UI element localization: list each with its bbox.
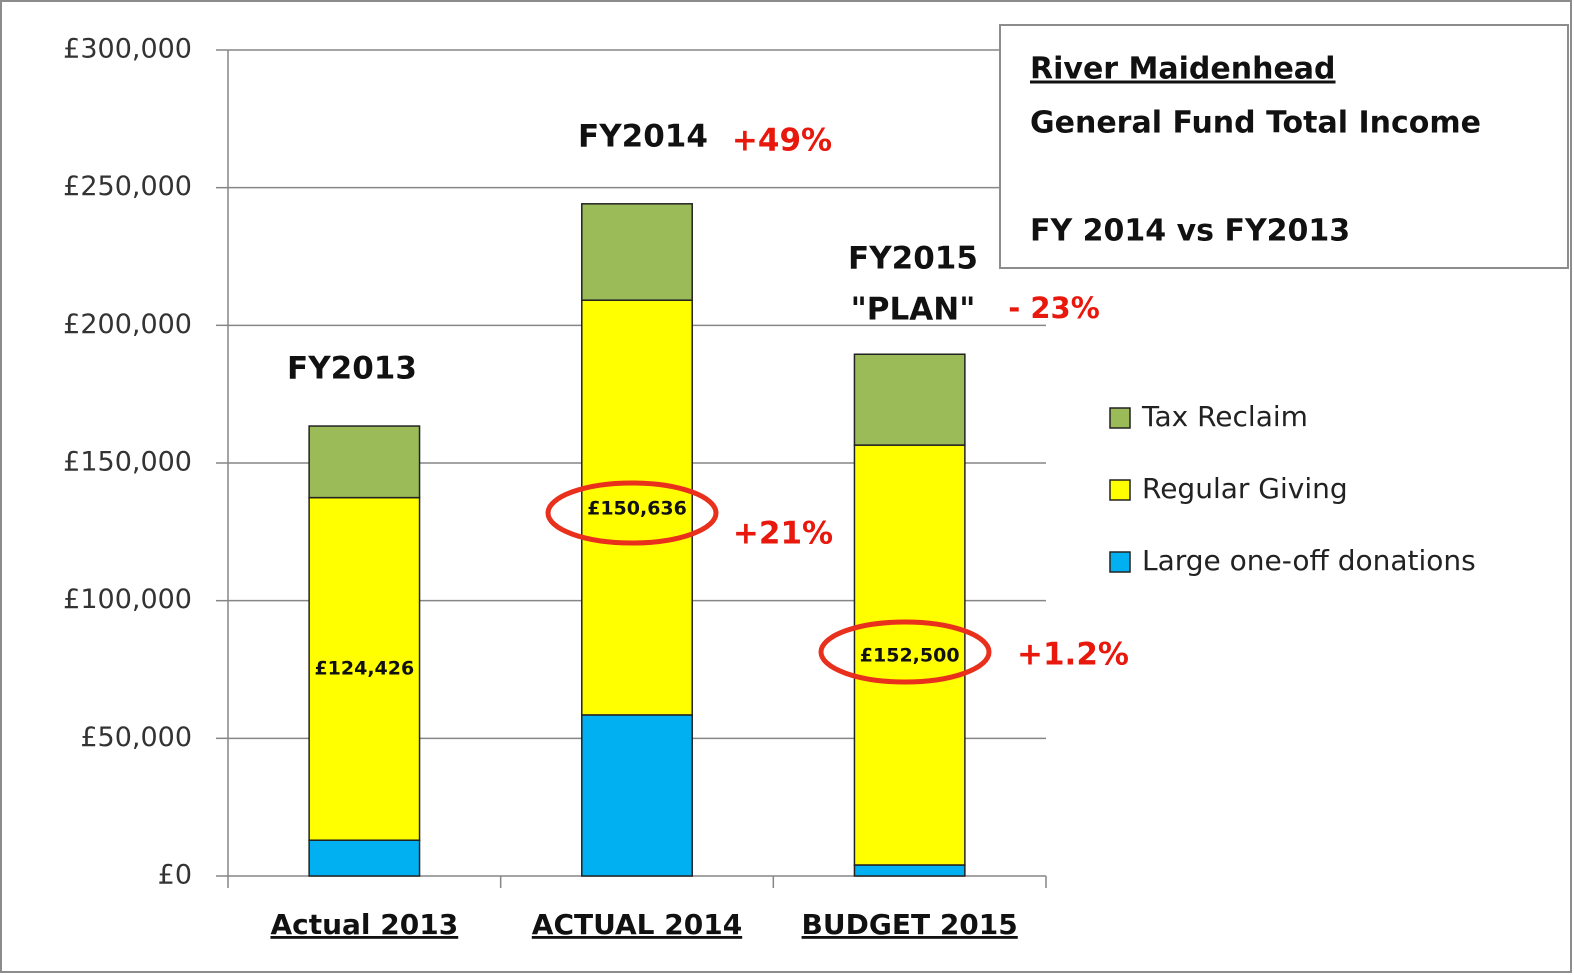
y-tick-label: £150,000 (63, 447, 192, 478)
y-tick-label: £250,000 (63, 171, 192, 202)
annotation: +1.2% (1017, 637, 1129, 673)
data-label: £124,426 (314, 657, 414, 679)
bar-segment (853, 353, 966, 446)
annotation: "PLAN" (851, 292, 976, 328)
bar-segment (581, 203, 693, 301)
y-tick-label: £50,000 (80, 722, 192, 753)
annotation: - 23% (1008, 291, 1100, 325)
data-label: £150,636 (587, 498, 687, 520)
highlight-ellipse (818, 619, 992, 685)
legend-swatch (1109, 407, 1131, 429)
legend-label: Regular Giving (1142, 472, 1348, 505)
annotation: FY2014 (578, 119, 708, 155)
data-label: £152,500 (860, 645, 960, 667)
x-tick-label: Actual 2013 (270, 908, 458, 941)
bar-segment (308, 839, 421, 877)
y-tick-label: £300,000 (63, 34, 192, 65)
legend-label: Large one-off donations (1142, 544, 1476, 577)
y-tick-label: £100,000 (63, 584, 192, 615)
bar-segment (853, 864, 966, 877)
legend-label: Tax Reclaim (1141, 400, 1308, 433)
title-box (999, 24, 1569, 269)
legend-swatch (1109, 551, 1131, 573)
bar-segment (308, 496, 421, 841)
chart-title: FY 2014 vs FY2013 (1030, 214, 1350, 249)
highlight-ellipse (545, 480, 719, 546)
annotation: +49% (732, 123, 832, 159)
annotation: FY2013 (287, 351, 417, 387)
annotation: +21% (733, 516, 833, 552)
bar-segment (581, 299, 693, 716)
chart-title: General Fund Total Income (1030, 106, 1481, 141)
x-tick-label: BUDGET 2015 (802, 908, 1018, 941)
chart-title: River Maidenhead (1030, 52, 1336, 87)
bar-segment (581, 714, 693, 877)
bar-segment (853, 444, 966, 866)
legend-swatch (1109, 479, 1131, 501)
y-tick-label: £200,000 (63, 309, 192, 340)
x-tick-label: ACTUAL 2014 (532, 908, 742, 941)
y-tick-label: £0 (158, 860, 192, 891)
annotation: FY2015 (848, 241, 978, 277)
bar-segment (308, 425, 421, 499)
